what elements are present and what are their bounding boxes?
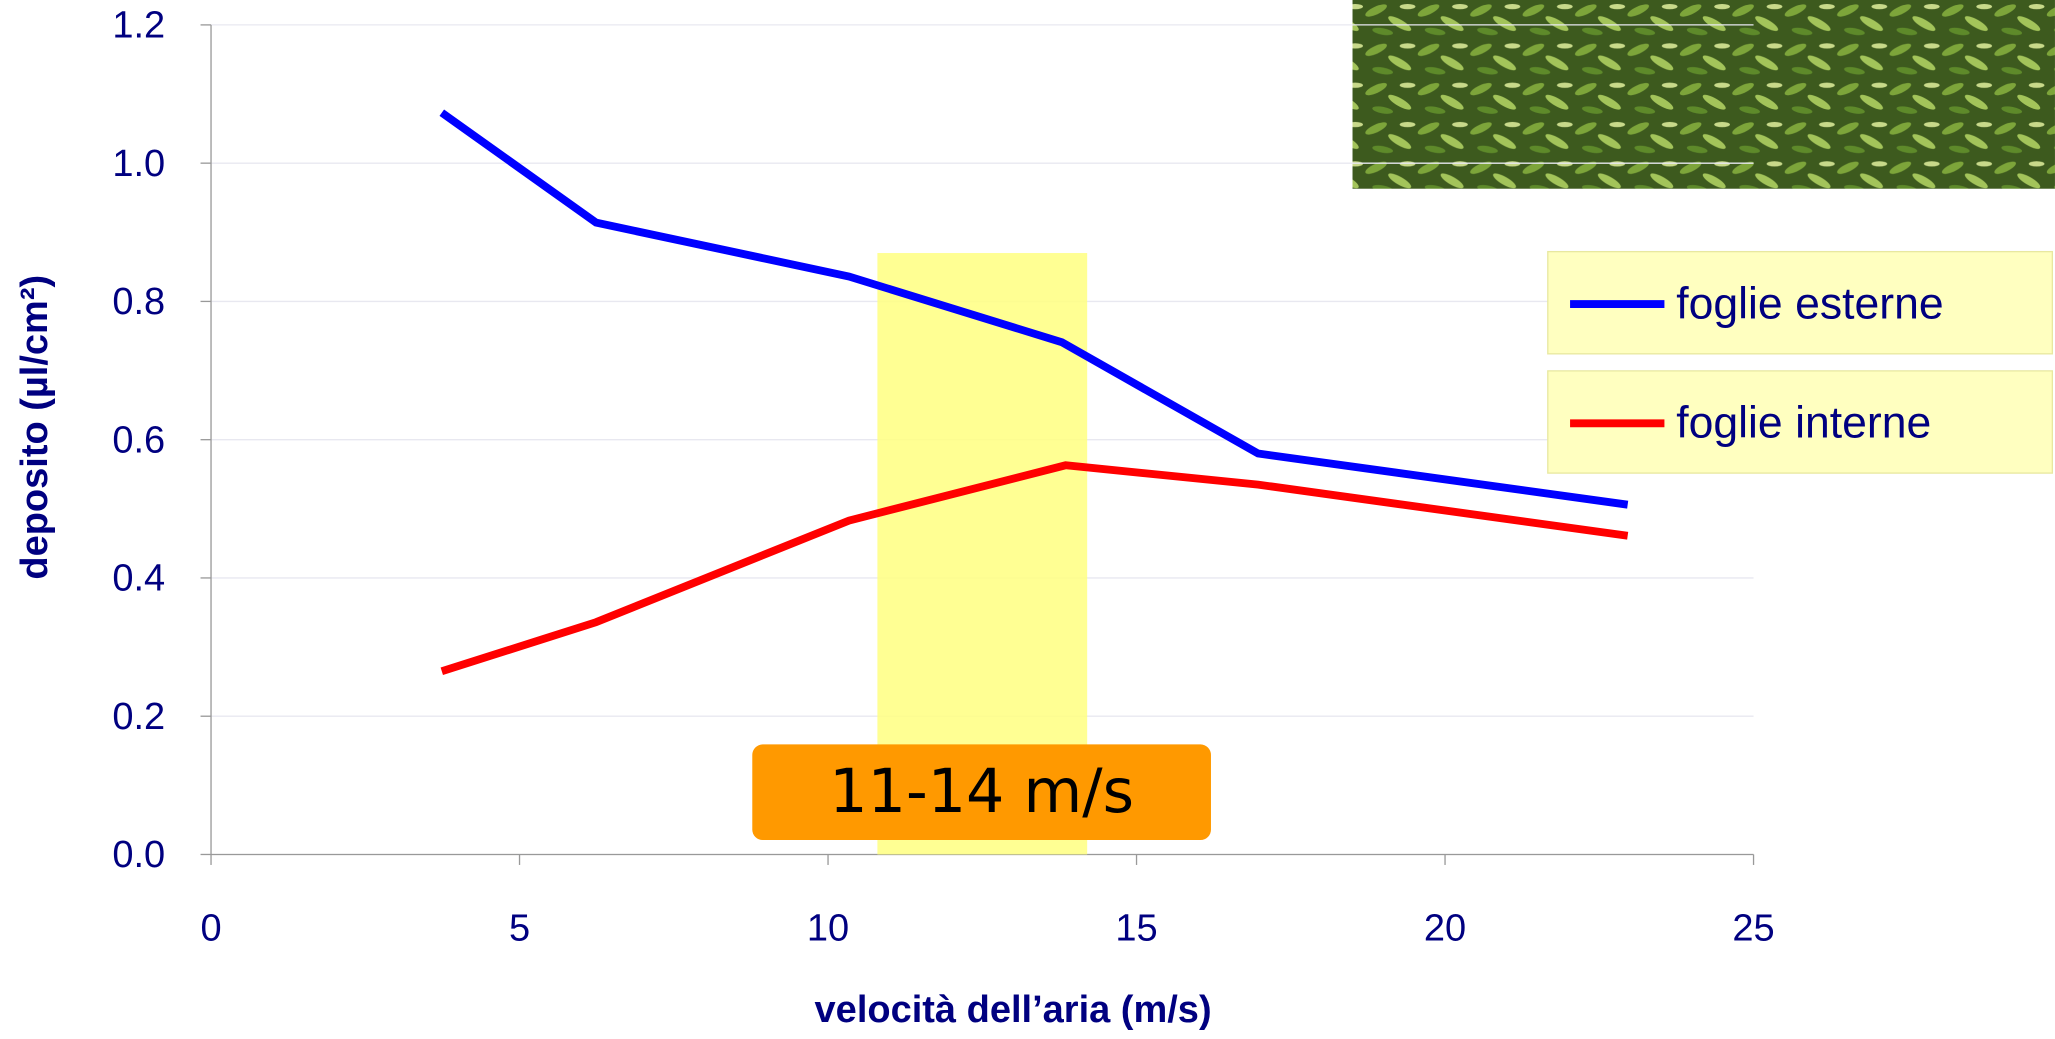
chart: 0.0 0.2 0.4 0.6 0.8 1.0 1.2 0 5 10 15 20 25 11-14 m/s… bbox=[0, 0, 2055, 1039]
y-tick-label: 1.0 bbox=[112, 143, 165, 185]
x-tick-label: 20 bbox=[1424, 908, 1466, 950]
x-axis-label: velocità dell’aria (m/s) bbox=[815, 989, 1212, 1031]
x-tick-label: 0 bbox=[200, 908, 221, 950]
y-tick-label: 0.2 bbox=[112, 696, 165, 738]
legend-label: foglie esterne bbox=[1676, 279, 1943, 328]
x-tick-label: 15 bbox=[1115, 908, 1157, 950]
y-axis-label: deposito (µl/cm²) bbox=[14, 275, 56, 580]
x-tick-label: 5 bbox=[509, 908, 530, 950]
annotation-label: 11-14 m/s bbox=[829, 757, 1134, 827]
y-tick-label: 1.2 bbox=[112, 5, 165, 47]
y-tick-label: 0.6 bbox=[112, 419, 165, 461]
photo bbox=[1353, 0, 2055, 189]
legend-label: foglie interne bbox=[1676, 399, 1931, 448]
y-tick-label: 0.8 bbox=[112, 281, 165, 323]
y-tick-label: 0.4 bbox=[112, 558, 165, 600]
y-tick-label: 0.0 bbox=[112, 834, 165, 876]
x-tick-label: 10 bbox=[807, 908, 849, 950]
x-tick-label: 25 bbox=[1732, 908, 1774, 950]
